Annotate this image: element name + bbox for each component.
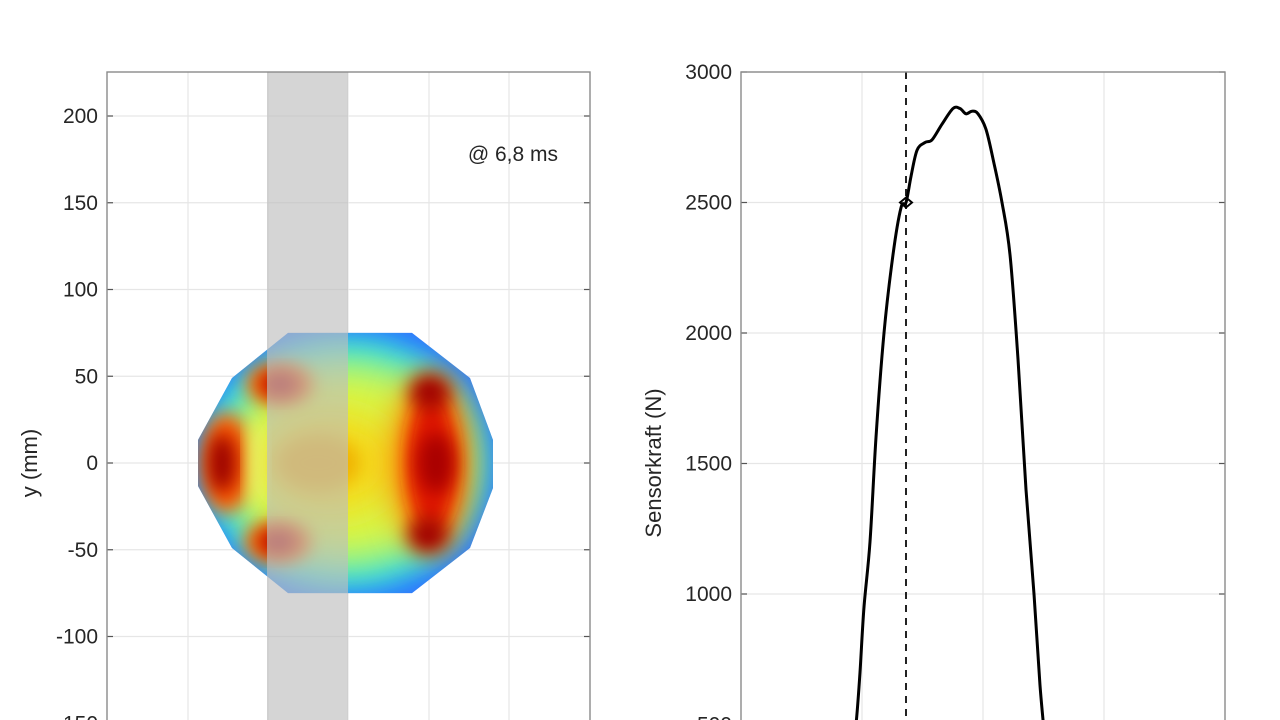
heatmap-panel: 200 150 100 50 0 -50 -100 -150 @ 6,8 ms y (mm) <box>17 71 591 720</box>
force-y-tick-label: 500 <box>697 714 732 720</box>
force-y-tick-label: 3000 <box>685 61 732 84</box>
force-frame <box>740 71 1226 720</box>
heatmap-y-tick-label: -100 <box>56 626 98 649</box>
heatmap-y-tick-label: 100 <box>63 279 98 302</box>
force-y-ticks: 3000 2500 2000 1500 1000 500 <box>685 61 1225 720</box>
heatmap-y-tick-label: 50 <box>75 365 98 388</box>
disk-left-dark <box>208 433 236 493</box>
time-annotation: @ 6,8 ms <box>468 143 558 166</box>
force-y-tick-label: 2000 <box>685 322 732 345</box>
heatmap-y-label: y (mm) <box>17 429 42 497</box>
force-panel: 3000 2500 2000 1500 1000 500 Sensorkraft (N) <box>641 61 1226 720</box>
force-y-label: Sensorkraft (N) <box>641 388 666 537</box>
heatmap-frame <box>106 71 591 720</box>
disk-right-top-dark <box>410 374 450 410</box>
heatmap-y-ticks: 200 150 100 50 0 -50 -100 -150 <box>56 105 590 720</box>
heatmap-y-tick-label: -150 <box>56 712 98 720</box>
force-marker <box>898 196 914 209</box>
disk-left-light-streak <box>248 419 264 507</box>
disk-right-mid-dark <box>418 433 454 493</box>
heatmap-y-tick-label: 150 <box>63 192 98 215</box>
force-series-line <box>854 105 1045 720</box>
shaded-band <box>267 72 348 720</box>
force-y-tick-label: 1000 <box>685 583 732 606</box>
force-y-tick-label: 1500 <box>685 453 732 476</box>
force-grid <box>741 71 1225 720</box>
heatmap-y-tick-label: 0 <box>86 452 98 475</box>
force-y-tick-label: 2500 <box>685 192 732 215</box>
heatmap-y-tick-label: 200 <box>63 105 98 128</box>
heatmap-y-tick-label: -50 <box>68 539 98 562</box>
disk-right-bottom-dark <box>408 517 448 553</box>
